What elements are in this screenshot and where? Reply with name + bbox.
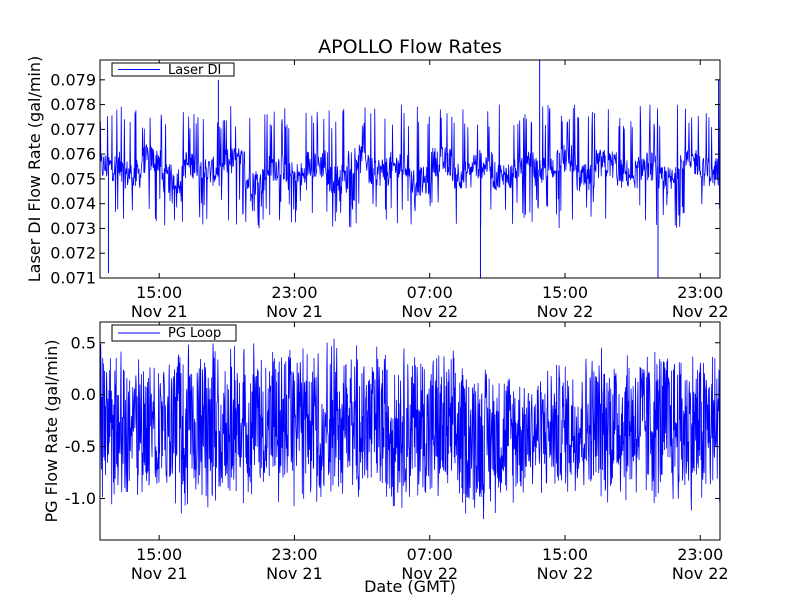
pg-loop-line bbox=[99, 338, 721, 520]
laser-di-y-tick-label: 0.073 bbox=[50, 219, 96, 238]
pg-loop-y-tick-label: 0.5 bbox=[71, 333, 96, 352]
laser-di-y-tick-label: 0.079 bbox=[50, 70, 96, 89]
pg-loop-x-tick-time: 23:00 bbox=[271, 545, 317, 564]
laser-di-y-tick-label: 0.074 bbox=[50, 194, 96, 213]
pg-loop-x-tick-date: Nov 22 bbox=[537, 564, 594, 583]
laser-di-x-tick-date: Nov 21 bbox=[266, 302, 323, 321]
laser-di-x-tick-date: Nov 21 bbox=[131, 302, 188, 321]
pg-loop-axes-frame bbox=[99, 321, 721, 541]
x-axis-label: Date (GMT) bbox=[364, 577, 456, 596]
laser-di-x-tick-date: Nov 22 bbox=[672, 302, 729, 321]
pg-loop-y-tick-label: 0.0 bbox=[71, 385, 96, 404]
laser-di-y-tick-label: 0.072 bbox=[50, 244, 96, 263]
laser-di-legend-label: Laser DI bbox=[168, 63, 221, 78]
laser-di-y-tick-label: 0.075 bbox=[50, 169, 96, 188]
laser-di-x-tick-date: Nov 22 bbox=[537, 302, 594, 321]
laser-di-series bbox=[99, 60, 721, 278]
laser-di-y-tick-label: 0.071 bbox=[50, 269, 96, 288]
laser-di-y-axis-label: Laser DI Flow Rate (gal/min) bbox=[25, 56, 44, 283]
laser-di-y-tick-label: 0.078 bbox=[50, 95, 96, 114]
pg-loop-y-ticks: -1.0 -0.5 0.0 0.5 bbox=[65, 333, 720, 508]
laser-di-x-tick-time: 23:00 bbox=[677, 283, 723, 302]
pg-loop-y-axis-label: PG Flow Rate (gal/min) bbox=[42, 340, 61, 523]
laser-di-panel: 0.071 0.072 0.073 0.074 0.075 0.076 0.077 0.078… bbox=[25, 56, 729, 321]
laser-di-y-tick-label: 0.076 bbox=[50, 145, 96, 164]
laser-di-x-tick-time: 23:00 bbox=[271, 283, 317, 302]
laser-di-legend-box bbox=[111, 62, 235, 77]
pg-loop-legend-box bbox=[111, 324, 237, 342]
laser-di-line bbox=[99, 104, 721, 229]
laser-di-y-ticks: 0.071 0.072 0.073 0.074 0.075 0.076 0.077 0.078… bbox=[50, 70, 720, 288]
chart-title: APOLLO Flow Rates bbox=[318, 36, 502, 58]
laser-di-x-tick-date: Nov 22 bbox=[401, 302, 458, 321]
pg-loop-x-tick-time: 15:00 bbox=[136, 545, 182, 564]
laser-di-x-tick-time: 15:00 bbox=[136, 283, 182, 302]
laser-di-y-tick-label: 0.077 bbox=[50, 120, 96, 139]
pg-loop-x-tick-time: 15:00 bbox=[542, 545, 588, 564]
pg-loop-x-tick-date: Nov 22 bbox=[672, 564, 729, 583]
laser-di-axes-frame bbox=[99, 59, 721, 279]
pg-loop-series bbox=[99, 338, 721, 520]
pg-loop-x-tick-date: Nov 22 bbox=[401, 564, 458, 583]
pg-loop-x-tick-time: 07:00 bbox=[407, 545, 453, 564]
laser-di-x-tick-time: 07:00 bbox=[407, 283, 453, 302]
pg-loop-y-tick-label: -0.5 bbox=[65, 437, 96, 456]
pg-loop-y-tick-label: -1.0 bbox=[65, 489, 96, 508]
pg-loop-x-tick-time: 23:00 bbox=[677, 545, 723, 564]
laser-di-legend: Laser DI bbox=[111, 62, 235, 78]
pg-loop-x-tick-date: Nov 21 bbox=[266, 564, 323, 583]
pg-loop-legend: PG Loop bbox=[111, 324, 237, 342]
pg-loop-legend-label: PG Loop bbox=[168, 326, 221, 341]
pg-loop-x-tick-date: Nov 21 bbox=[131, 564, 188, 583]
laser-di-x-tick-time: 15:00 bbox=[542, 283, 588, 302]
